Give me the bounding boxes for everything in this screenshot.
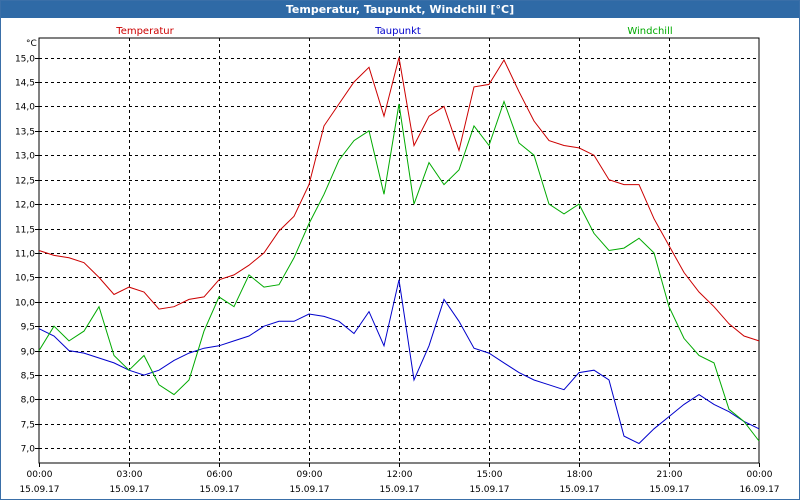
y-tick-label: 14,0: [15, 103, 35, 113]
window-title: Temperatur, Taupunkt, Windchill [°C]: [1, 1, 799, 18]
y-tick-label: 14,5: [15, 79, 35, 89]
x-tick-label-time: 00:00: [747, 470, 773, 480]
y-tick-label: 12,5: [15, 177, 35, 187]
x-tick-label-date: 15.09.17: [289, 485, 329, 495]
x-tick-label-date: 15.09.17: [19, 485, 59, 495]
x-tick-label-time: 00:00: [27, 470, 53, 480]
x-tick-label-time: 21:00: [657, 470, 683, 480]
y-tick-label: 7,0: [21, 445, 36, 455]
y-tick-label: 11,0: [15, 250, 35, 260]
series-line-windchill: [38, 99, 760, 442]
y-tick-label: 12,0: [15, 201, 35, 211]
y-tick-label: 9,0: [21, 348, 36, 358]
y-axis-label: °C: [26, 39, 37, 49]
y-tick-label: 11,5: [15, 226, 35, 236]
y-tick-label: 10,5: [15, 274, 35, 284]
y-tick-label: 9,5: [21, 323, 35, 333]
x-tick-label-time: 06:00: [207, 470, 233, 480]
x-tick-label-date: 16.09.17: [739, 485, 779, 495]
x-tick-label-date: 15.09.17: [559, 485, 599, 495]
x-tick-label-date: 15.09.17: [109, 485, 149, 495]
x-tick-label-time: 03:00: [117, 470, 143, 480]
y-tick-label: 10,0: [15, 299, 35, 309]
x-tick-label-time: 09:00: [297, 470, 323, 480]
x-tick-label-time: 15:00: [477, 470, 503, 480]
x-tick-label-date: 15.09.17: [469, 485, 509, 495]
x-tick-label-date: 15.09.17: [199, 485, 239, 495]
y-tick-label: 15,0: [15, 55, 35, 65]
legend-taupunkt: Taupunkt: [374, 26, 421, 37]
series-line-temperatur: [38, 57, 760, 342]
y-tick-label: 13,0: [15, 152, 35, 162]
x-tick-label-date: 15.09.17: [379, 485, 419, 495]
y-tick-label: 7,5: [21, 421, 35, 431]
x-tick-label-date: 15.09.17: [649, 485, 689, 495]
x-tick-label-time: 18:00: [567, 470, 593, 480]
y-tick-label: 8,0: [21, 396, 36, 406]
y-tick-label: 13,5: [15, 128, 35, 138]
x-tick-label-time: 12:00: [387, 470, 413, 480]
legend-windchill: Windchill: [627, 26, 672, 37]
y-tick-label: 8,5: [21, 372, 35, 382]
legend-temperatur: Temperatur: [115, 26, 174, 37]
series-line-taupunkt: [38, 279, 760, 445]
